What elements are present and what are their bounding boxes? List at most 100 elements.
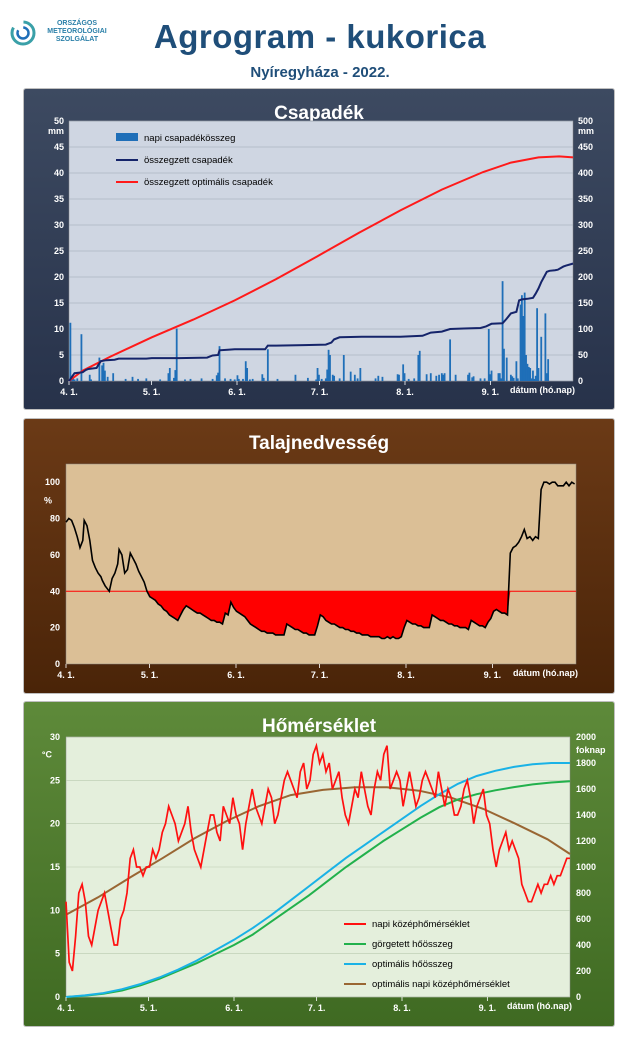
daily-precip-bar — [374, 378, 377, 381]
logo-text: ORSZÁGOS METEOROLÓGIAI SZOLGÁLAT — [40, 20, 114, 44]
daily-precip-bar — [429, 373, 432, 381]
daily-precip-bar — [215, 375, 218, 381]
daily-precip-bar — [418, 350, 421, 381]
y-left-tick-label: 0 — [59, 376, 64, 386]
y-left-unit: mm — [48, 126, 64, 136]
logo-line-1: ORSZÁGOS — [56, 20, 98, 27]
daily-precip-bar — [73, 379, 76, 381]
y-tick-label: 0 — [55, 659, 60, 669]
y-left-tick-label: 5 — [59, 350, 64, 360]
x-tick-label: 4. 1. — [60, 387, 78, 397]
chart-title: Talajnedvesség — [249, 433, 389, 454]
y-left-unit: °C — [42, 749, 53, 759]
daily-precip-bar — [106, 376, 109, 381]
y-right-tick-label: 200 — [576, 966, 591, 976]
daily-precip-bar — [233, 379, 236, 381]
legend-label-2: optimális hőösszeg — [372, 959, 453, 970]
chart-title: Csapadék — [274, 103, 364, 124]
daily-precip-bar — [327, 349, 330, 381]
x-tick-label: 8. 1. — [393, 1003, 411, 1013]
y-right-unit: foknap — [576, 745, 606, 755]
daily-precip-bar — [174, 370, 177, 381]
x-tick-label: 8. 1. — [397, 670, 415, 680]
daily-mean-temp-line — [65, 742, 570, 972]
x-tick-label: 6. 1. — [225, 1003, 243, 1013]
daily-precip-bar — [359, 368, 362, 381]
temperature-panel: Hőmérséklet 0 5 10 15 20 25 30 0 200 400 600 800 1000… — [24, 702, 614, 1026]
y-tick-label: 100 — [45, 477, 60, 487]
y-right-tick-label: 600 — [576, 914, 591, 924]
x-tick-label: 5. 1. — [140, 1003, 158, 1013]
y-left-tick-label: 15 — [50, 862, 60, 872]
daily-precip-bar — [468, 372, 471, 381]
daily-precip-bar — [522, 316, 525, 381]
y-right-tick-label: 200 — [578, 272, 593, 282]
daily-precip-bar — [403, 373, 406, 381]
daily-precip-bar — [498, 373, 501, 381]
x-axis-label: dátum (hó.nap) — [513, 668, 578, 678]
daily-precip-bar — [497, 373, 500, 381]
daily-precip-bar — [503, 348, 505, 381]
daily-precip-bar — [349, 371, 352, 381]
logo-line-3: SZOLGÁLAT — [55, 36, 99, 43]
daily-precip-bar — [326, 369, 329, 381]
daily-precip-bar — [211, 378, 214, 381]
daily-precip-bar — [217, 372, 220, 381]
daily-precip-bar — [545, 373, 548, 381]
y-right-tick-label: 500 — [578, 116, 593, 126]
daily-precip-bar — [262, 377, 265, 381]
legend-label-1: görgetett hőösszeg — [372, 939, 453, 950]
daily-precip-bar — [184, 379, 186, 381]
daily-precip-bar — [402, 364, 405, 381]
daily-precip-bar — [145, 378, 148, 381]
daily-precip-bar — [276, 378, 279, 381]
daily-precip-bar — [479, 378, 482, 381]
daily-precip-bar — [377, 375, 380, 381]
y-left-tick-label: 25 — [50, 775, 60, 785]
daily-precip-bar — [315, 379, 318, 381]
daily-precip-bar — [501, 281, 504, 381]
y-left-tick-label: 30 — [54, 220, 64, 230]
y-left-tick-label: 30 — [50, 732, 60, 742]
daily-precip-bar — [356, 378, 359, 381]
y-right-unit: mm — [578, 126, 594, 136]
daily-precip-bar — [521, 295, 523, 381]
x-tick-label: 5. 1. — [143, 387, 161, 397]
daily-precip-bar — [536, 308, 538, 381]
daily-precip-bar — [261, 374, 264, 381]
daily-precip-bar — [244, 361, 247, 381]
daily-precip-bar — [248, 379, 251, 381]
y-left-tick-label: 0 — [55, 992, 60, 1002]
precipitation-panel: Csapadék 0 5 10 15 20 25 30 35 40 45 50 0 50 100 150 200… — [24, 89, 614, 409]
daily-precip-bar — [76, 378, 79, 381]
x-tick-label: 7. 1. — [311, 670, 329, 680]
daily-precip-bar — [102, 362, 105, 381]
daily-precip-bar — [242, 378, 244, 381]
daily-precip-bar — [173, 377, 175, 381]
logo-swirl-icon — [10, 20, 36, 46]
y-right-tick-label: 50 — [578, 350, 588, 360]
y-left-tick-label: 5 — [55, 949, 60, 959]
daily-precip-bar — [413, 378, 416, 381]
daily-precip-bar — [342, 355, 345, 381]
x-tick-label: 9. 1. — [482, 387, 500, 397]
daily-precip-bar — [338, 378, 341, 381]
y-right-tick-label: 350 — [578, 194, 593, 204]
y-right-tick-label: 2000 — [576, 732, 596, 742]
daily-precip-bar — [80, 334, 83, 381]
x-tick-label: 6. 1. — [227, 670, 245, 680]
daily-precip-bar — [224, 378, 226, 381]
x-tick-label: 5. 1. — [141, 670, 159, 680]
y-right-tick-label: 1000 — [576, 862, 596, 872]
daily-precip-bar — [168, 368, 171, 381]
daily-precip-bar — [544, 313, 547, 381]
daily-precip-bar — [516, 378, 519, 381]
cum-precip-line — [68, 262, 574, 382]
daily-precip-bar — [449, 339, 452, 381]
temperature-chart: Hőmérséklet 0 5 10 15 20 25 30 0 200 400 600 800 1000… — [42, 716, 606, 1013]
daily-precip-bar — [435, 375, 438, 381]
daily-precip-bar — [398, 374, 400, 381]
daily-precip-bar — [527, 366, 530, 381]
daily-precip-bar — [511, 376, 514, 381]
daily-precip-bar — [112, 373, 115, 381]
